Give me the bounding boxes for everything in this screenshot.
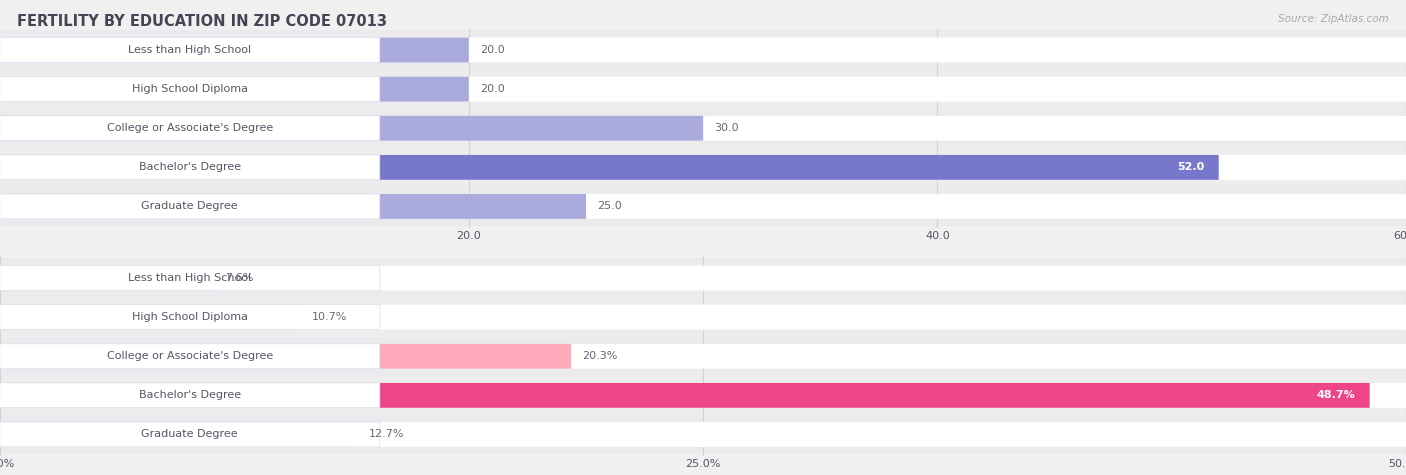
Bar — [0, 415, 1406, 454]
Bar — [0, 69, 1406, 109]
FancyBboxPatch shape — [0, 194, 586, 219]
FancyBboxPatch shape — [0, 76, 380, 102]
Bar — [0, 109, 1406, 148]
FancyBboxPatch shape — [0, 344, 380, 369]
FancyBboxPatch shape — [0, 304, 380, 330]
FancyBboxPatch shape — [0, 194, 380, 219]
FancyBboxPatch shape — [0, 344, 1406, 369]
Text: FERTILITY BY EDUCATION IN ZIP CODE 07013: FERTILITY BY EDUCATION IN ZIP CODE 07013 — [17, 14, 387, 29]
Text: Bachelor's Degree: Bachelor's Degree — [139, 162, 240, 172]
Bar — [0, 258, 1406, 297]
FancyBboxPatch shape — [0, 383, 1369, 408]
FancyBboxPatch shape — [0, 266, 214, 290]
FancyBboxPatch shape — [0, 383, 1406, 408]
FancyBboxPatch shape — [0, 38, 468, 62]
Text: 20.0: 20.0 — [479, 84, 505, 94]
Text: Less than High School: Less than High School — [128, 273, 252, 283]
Text: College or Associate's Degree: College or Associate's Degree — [107, 123, 273, 133]
Bar — [0, 337, 1406, 376]
Text: 10.7%: 10.7% — [312, 312, 347, 322]
Bar — [0, 148, 1406, 187]
FancyBboxPatch shape — [0, 116, 380, 141]
Bar — [0, 187, 1406, 226]
Bar — [0, 297, 1406, 337]
FancyBboxPatch shape — [0, 422, 357, 447]
FancyBboxPatch shape — [0, 266, 1406, 290]
Text: High School Diploma: High School Diploma — [132, 84, 247, 94]
FancyBboxPatch shape — [0, 155, 1406, 180]
FancyBboxPatch shape — [0, 155, 1219, 180]
FancyBboxPatch shape — [0, 76, 468, 102]
FancyBboxPatch shape — [0, 116, 1406, 141]
FancyBboxPatch shape — [0, 304, 1406, 330]
Bar — [0, 30, 1406, 69]
FancyBboxPatch shape — [0, 38, 1406, 62]
FancyBboxPatch shape — [0, 383, 380, 408]
Text: Graduate Degree: Graduate Degree — [142, 429, 238, 439]
FancyBboxPatch shape — [0, 76, 1406, 102]
Text: 30.0: 30.0 — [714, 123, 740, 133]
Text: 52.0: 52.0 — [1177, 162, 1205, 172]
FancyBboxPatch shape — [0, 304, 301, 330]
Text: 7.6%: 7.6% — [225, 273, 253, 283]
Text: 12.7%: 12.7% — [368, 429, 404, 439]
Bar — [0, 376, 1406, 415]
FancyBboxPatch shape — [0, 194, 1406, 219]
Text: 25.0: 25.0 — [598, 201, 621, 211]
FancyBboxPatch shape — [0, 422, 1406, 447]
Text: Bachelor's Degree: Bachelor's Degree — [139, 390, 240, 400]
Text: High School Diploma: High School Diploma — [132, 312, 247, 322]
Text: 48.7%: 48.7% — [1316, 390, 1355, 400]
Text: College or Associate's Degree: College or Associate's Degree — [107, 351, 273, 361]
FancyBboxPatch shape — [0, 38, 380, 62]
FancyBboxPatch shape — [0, 422, 380, 447]
Text: 20.0: 20.0 — [479, 45, 505, 55]
Text: Graduate Degree: Graduate Degree — [142, 201, 238, 211]
Text: 20.3%: 20.3% — [582, 351, 617, 361]
Text: Source: ZipAtlas.com: Source: ZipAtlas.com — [1278, 14, 1389, 24]
FancyBboxPatch shape — [0, 116, 703, 141]
Text: Less than High School: Less than High School — [128, 45, 252, 55]
FancyBboxPatch shape — [0, 266, 380, 290]
FancyBboxPatch shape — [0, 155, 380, 180]
FancyBboxPatch shape — [0, 344, 571, 369]
